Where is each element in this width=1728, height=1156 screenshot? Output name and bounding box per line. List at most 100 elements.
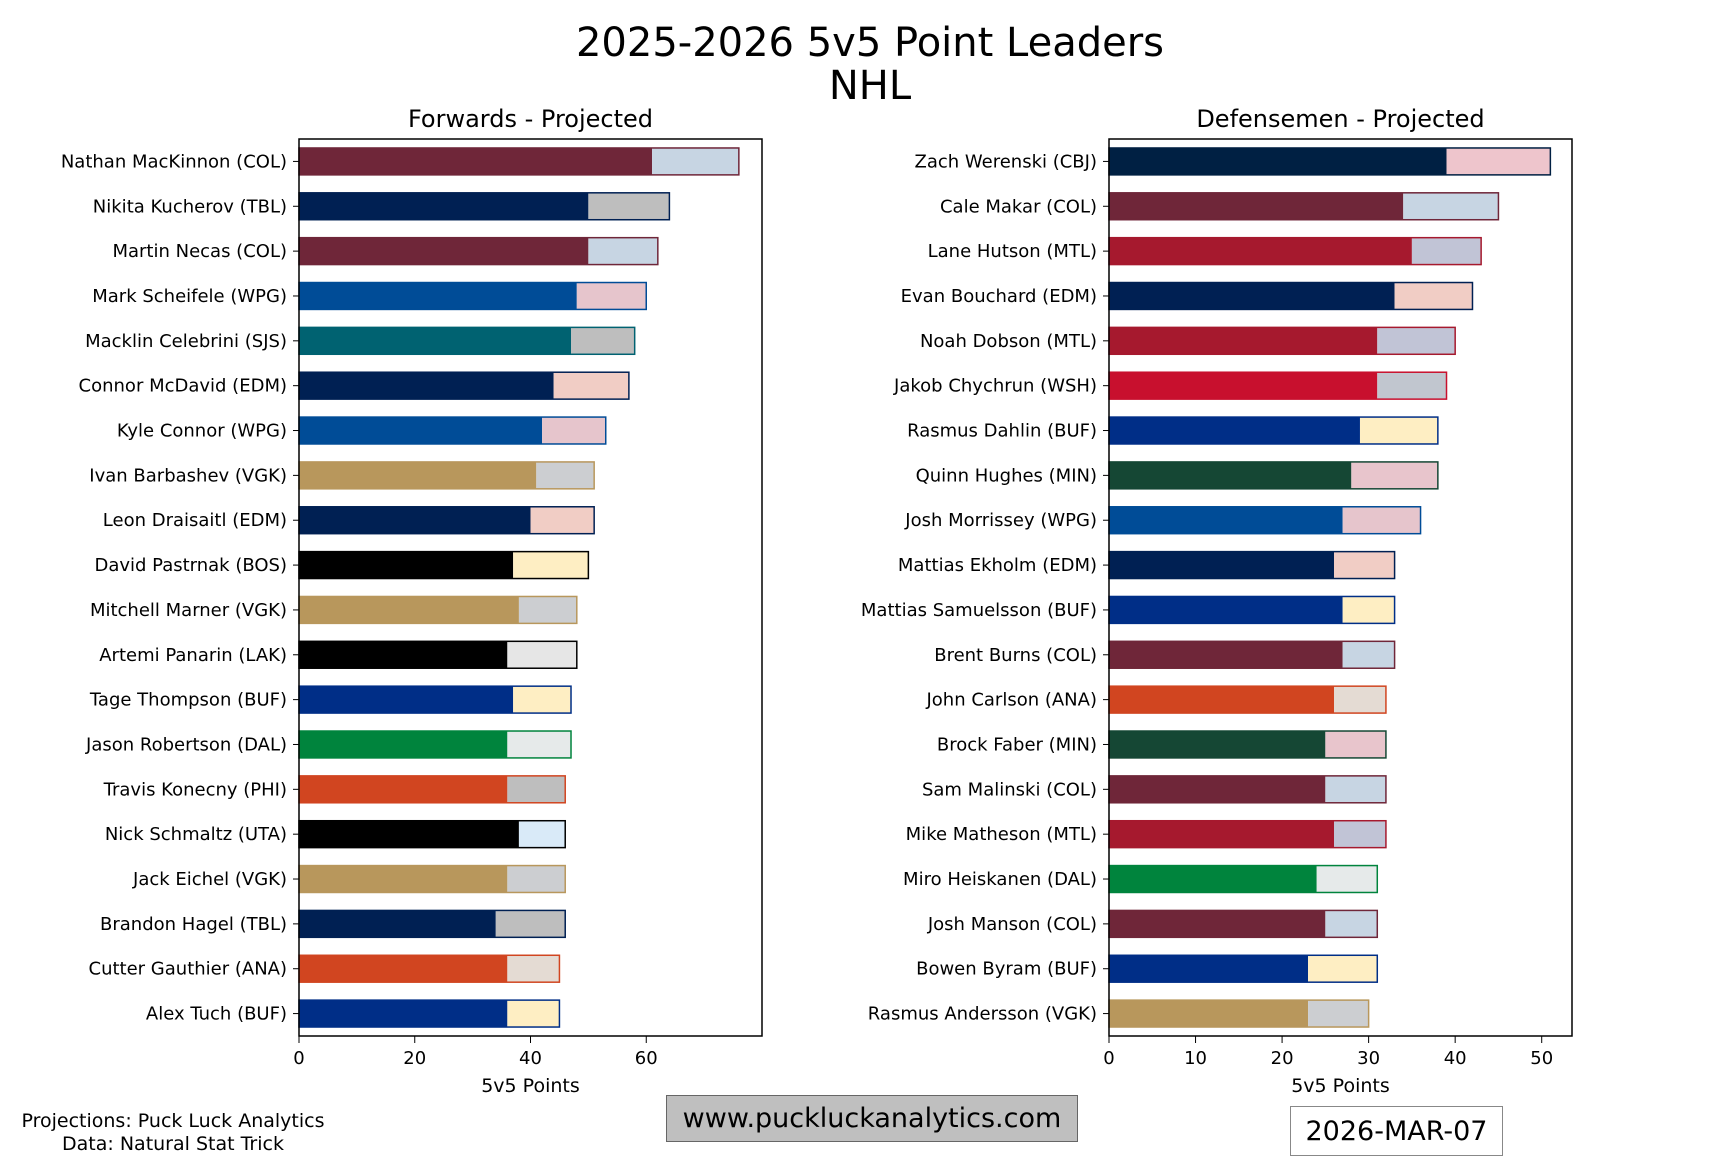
x-tick-label: 40 <box>1444 1048 1467 1069</box>
category-label-rasmus-andersson-vgk: Rasmus Andersson (VGK) <box>868 1004 1097 1025</box>
bar-projected-brandon-hagel-tbl <box>495 910 566 938</box>
bar-current-travis-konecny-phi <box>299 775 508 803</box>
forwards-panel: Forwards - Projected Nathan MacKinnon (CO… <box>61 105 763 1097</box>
bar-current-nikita-kucherov-tbl <box>299 192 589 220</box>
category-label-sam-malinski-col: Sam Malinski (COL) <box>922 779 1097 800</box>
bar-projected-evan-bouchard-edm <box>1394 282 1473 310</box>
category-label-john-carlson-ana: John Carlson (ANA) <box>925 690 1097 711</box>
bar-current-rasmus-dahlin-buf <box>1109 417 1360 444</box>
bar-projected-ivan-barbashev-vgk <box>536 461 595 489</box>
category-label-jakob-chychrun-wsh: Jakob Chychrun (WSH) <box>893 376 1097 397</box>
bar-current-brent-burns-col <box>1109 641 1343 669</box>
bar-projected-macklin-celebrini-sjs <box>571 327 635 355</box>
x-tick-label: 30 <box>1357 1048 1380 1069</box>
bar-current-nick-schmaltz-uta <box>299 820 519 848</box>
bar-current-brock-faber-min <box>1109 731 1326 758</box>
bar-current-mattias-samuelsson-buf <box>1109 596 1343 624</box>
figure-title: 2025-2026 5v5 Point Leaders <box>576 20 1164 66</box>
bar-projected-mark-scheifele-wpg <box>576 282 647 310</box>
bar-current-evan-bouchard-edm <box>1109 282 1395 310</box>
bar-projected-mike-matheson-mtl <box>1334 820 1386 848</box>
figure-league: NHL <box>829 63 912 109</box>
bar-current-josh-morrissey-wpg <box>1109 506 1343 534</box>
data-credit: Data: Natural Stat Trick <box>62 1133 284 1155</box>
bar-current-jack-eichel-vgk <box>299 865 508 893</box>
bar-projected-mattias-ekholm-edm <box>1334 551 1395 579</box>
category-label-jason-robertson-dal: Jason Robertson (DAL) <box>85 734 287 755</box>
panel-title: Forwards - Projected <box>408 105 653 133</box>
bar-projected-connor-mcdavid-edm <box>553 372 629 400</box>
bar-projected-jakob-chychrun-wsh <box>1377 372 1447 400</box>
bar-current-sam-malinski-col <box>1109 775 1326 803</box>
bar-current-zach-werenski-cbj <box>1109 147 1447 175</box>
bar-projected-zach-werenski-cbj <box>1446 147 1551 175</box>
category-label-josh-morrissey-wpg: Josh Morrissey (WPG) <box>904 510 1097 531</box>
bar-projected-travis-konecny-phi <box>507 775 566 803</box>
bar-projected-quinn-hughes-min <box>1351 461 1438 489</box>
category-label-cale-makar-col: Cale Makar (COL) <box>940 196 1097 217</box>
bar-current-rasmus-andersson-vgk <box>1109 1000 1309 1028</box>
bar-current-mark-scheifele-wpg <box>299 282 577 310</box>
bar-current-macklin-celebrini-sjs <box>299 327 572 355</box>
bar-current-connor-mcdavid-edm <box>299 372 554 400</box>
bar-projected-martin-necas-col <box>588 237 658 265</box>
category-label-mattias-samuelsson-buf: Mattias Samuelsson (BUF) <box>861 600 1097 621</box>
bar-projected-tage-thompson-buf <box>513 686 572 714</box>
x-tick-label: 40 <box>519 1048 542 1069</box>
bar-projected-alex-tuch-buf <box>507 1000 560 1028</box>
bar-current-nathan-mackinnon-col <box>299 147 653 175</box>
bar-projected-leon-draisaitl-edm <box>530 506 595 534</box>
bar-projected-nikita-kucherov-tbl <box>588 192 670 220</box>
category-label-rasmus-dahlin-buf: Rasmus Dahlin (BUF) <box>907 421 1097 442</box>
bar-current-kyle-connor-wpg <box>299 417 543 444</box>
bar-current-mitchell-marner-vgk <box>299 596 519 624</box>
bar-projected-cutter-gauthier-ana <box>507 955 560 983</box>
category-label-connor-mcdavid-edm: Connor McDavid (EDM) <box>79 376 287 397</box>
bar-projected-bowen-byram-buf <box>1308 955 1378 983</box>
bar-current-artemi-panarin-lak <box>299 641 508 669</box>
category-label-ivan-barbashev-vgk: Ivan Barbashev (VGK) <box>89 465 287 486</box>
bar-current-david-pastrnak-bos <box>299 551 514 579</box>
category-label-nikita-kucherov-tbl: Nikita Kucherov (TBL) <box>93 196 287 217</box>
category-label-david-pastrnak-bos: David Pastrnak (BOS) <box>94 555 287 576</box>
category-label-mark-scheifele-wpg: Mark Scheifele (WPG) <box>92 286 287 307</box>
bar-current-noah-dobson-mtl <box>1109 327 1378 355</box>
bar-current-cale-makar-col <box>1109 192 1404 220</box>
bar-current-cutter-gauthier-ana <box>299 955 508 983</box>
category-label-nathan-mackinnon-col: Nathan MacKinnon (COL) <box>61 151 287 172</box>
axes-frame <box>1108 138 1573 1037</box>
category-label-kyle-connor-wpg: Kyle Connor (WPG) <box>117 421 287 442</box>
axes-frame <box>298 138 763 1037</box>
x-tick-label: 0 <box>1103 1048 1114 1069</box>
website-box: www.puckluckanalytics.com <box>666 1095 1078 1142</box>
bar-current-lane-hutson-mtl <box>1109 237 1412 265</box>
x-tick-label: 60 <box>635 1048 658 1069</box>
category-label-brandon-hagel-tbl: Brandon Hagel (TBL) <box>100 914 287 935</box>
bar-projected-nathan-mackinnon-col <box>652 147 739 175</box>
bar-projected-rasmus-dahlin-buf <box>1359 417 1438 444</box>
bar-current-leon-draisaitl-edm <box>299 506 531 534</box>
bar-projected-josh-morrissey-wpg <box>1342 506 1421 534</box>
credits: Projections: Puck Luck Analytics Data: N… <box>8 1110 338 1156</box>
category-label-zach-werenski-cbj: Zach Werenski (CBJ) <box>915 151 1098 172</box>
category-label-evan-bouchard-edm: Evan Bouchard (EDM) <box>901 286 1097 307</box>
bar-current-martin-necas-col <box>299 237 589 265</box>
category-label-alex-tuch-buf: Alex Tuch (BUF) <box>146 1004 287 1025</box>
date-box: 2026-MAR-07 <box>1290 1106 1503 1156</box>
category-label-mitchell-marner-vgk: Mitchell Marner (VGK) <box>90 600 287 621</box>
bar-current-bowen-byram-buf <box>1109 955 1309 983</box>
category-label-brock-faber-min: Brock Faber (MIN) <box>937 734 1097 755</box>
category-label-josh-manson-col: Josh Manson (COL) <box>927 914 1097 935</box>
bar-current-jason-robertson-dal <box>299 731 508 758</box>
bar-projected-mattias-samuelsson-buf <box>1342 596 1395 624</box>
bar-projected-nick-schmaltz-uta <box>518 820 566 848</box>
category-label-nick-schmaltz-uta: Nick Schmaltz (UTA) <box>105 824 287 845</box>
category-label-martin-necas-col: Martin Necas (COL) <box>112 241 287 262</box>
bar-projected-sam-malinski-col <box>1325 775 1386 803</box>
category-label-artemi-panarin-lak: Artemi Panarin (LAK) <box>99 645 287 666</box>
bar-projected-brent-burns-col <box>1342 641 1395 669</box>
panel-title: Defensemen - Projected <box>1196 105 1484 133</box>
category-label-macklin-celebrini-sjs: Macklin Celebrini (SJS) <box>85 331 287 352</box>
x-tick-label: 20 <box>1271 1048 1294 1069</box>
